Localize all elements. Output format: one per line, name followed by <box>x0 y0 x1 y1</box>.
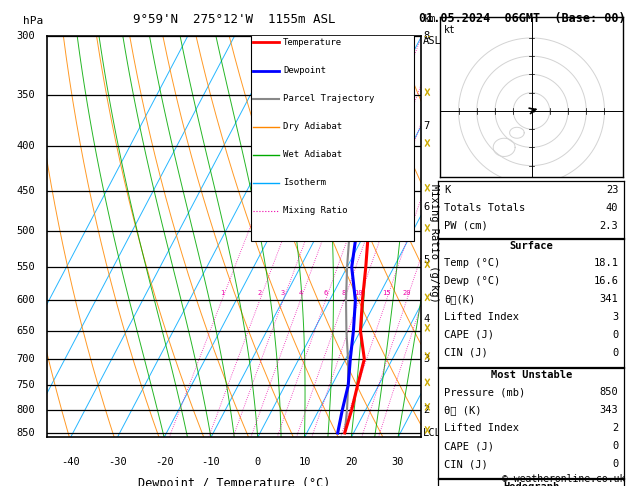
Text: 8: 8 <box>342 290 346 296</box>
Text: 6: 6 <box>323 290 328 296</box>
Text: Dewpoint: Dewpoint <box>283 66 326 75</box>
Text: Parcel Trajectory: Parcel Trajectory <box>283 94 374 103</box>
Text: 600: 600 <box>16 295 35 305</box>
Text: -30: -30 <box>108 457 126 468</box>
Text: 10: 10 <box>355 290 363 296</box>
Text: 750: 750 <box>16 381 35 390</box>
Text: Lifted Index: Lifted Index <box>444 312 519 322</box>
Text: -20: -20 <box>155 457 174 468</box>
Text: CAPE (J): CAPE (J) <box>444 441 494 451</box>
Text: Wet Adiabat: Wet Adiabat <box>283 150 342 159</box>
Text: 23: 23 <box>606 185 618 195</box>
Text: 5: 5 <box>423 255 430 265</box>
Text: 1: 1 <box>220 290 224 296</box>
Text: 500: 500 <box>16 226 35 236</box>
Text: 16.6: 16.6 <box>593 276 618 286</box>
Text: 650: 650 <box>16 326 35 336</box>
Text: θᴄ (K): θᴄ (K) <box>444 405 481 416</box>
Text: -40: -40 <box>61 457 80 468</box>
Text: 2: 2 <box>423 405 430 415</box>
Text: 0: 0 <box>612 441 618 451</box>
Text: kt: kt <box>444 25 455 35</box>
Text: Dewpoint / Temperature (°C): Dewpoint / Temperature (°C) <box>138 477 330 486</box>
Text: 18.1: 18.1 <box>593 258 618 268</box>
Text: 7: 7 <box>423 122 430 131</box>
Text: 2: 2 <box>257 290 262 296</box>
Text: 350: 350 <box>16 90 35 100</box>
Text: 0: 0 <box>612 330 618 340</box>
Text: 343: 343 <box>599 405 618 416</box>
Text: 2.3: 2.3 <box>599 221 618 231</box>
Text: θᴄ(K): θᴄ(K) <box>444 294 476 304</box>
Text: © weatheronline.co.uk: © weatheronline.co.uk <box>503 473 626 484</box>
Text: 15: 15 <box>382 290 391 296</box>
Text: 3: 3 <box>423 354 430 364</box>
Text: Dewp (°C): Dewp (°C) <box>444 276 500 286</box>
Text: 700: 700 <box>16 354 35 364</box>
Text: PW (cm): PW (cm) <box>444 221 487 231</box>
Text: 20: 20 <box>345 457 357 468</box>
Text: 6: 6 <box>423 202 430 212</box>
Text: 0: 0 <box>255 457 261 468</box>
Text: Totals Totals: Totals Totals <box>444 203 525 213</box>
Text: 0: 0 <box>612 348 618 358</box>
Text: Isotherm: Isotherm <box>283 178 326 187</box>
Text: 2: 2 <box>612 423 618 434</box>
Text: Mixing Ratio (g/kg): Mixing Ratio (g/kg) <box>429 184 439 302</box>
Text: 4: 4 <box>298 290 303 296</box>
Text: LCL: LCL <box>423 428 442 438</box>
Text: Lifted Index: Lifted Index <box>444 423 519 434</box>
Text: Mixing Ratio: Mixing Ratio <box>283 207 347 215</box>
Text: Surface: Surface <box>509 241 553 251</box>
Text: 341: 341 <box>599 294 618 304</box>
Text: 4: 4 <box>423 314 430 324</box>
Text: 450: 450 <box>16 186 35 196</box>
Text: Pressure (mb): Pressure (mb) <box>444 387 525 398</box>
Text: 550: 550 <box>16 262 35 272</box>
Text: 10: 10 <box>298 457 311 468</box>
Text: CIN (J): CIN (J) <box>444 459 487 469</box>
Text: 800: 800 <box>16 405 35 415</box>
Text: 300: 300 <box>16 32 35 41</box>
Text: 30: 30 <box>392 457 404 468</box>
Text: CIN (J): CIN (J) <box>444 348 487 358</box>
Text: CAPE (J): CAPE (J) <box>444 330 494 340</box>
Text: km: km <box>423 15 436 24</box>
Text: 40: 40 <box>606 203 618 213</box>
Text: 0: 0 <box>612 459 618 469</box>
Text: K: K <box>444 185 450 195</box>
Text: Most Unstable: Most Unstable <box>491 370 572 381</box>
Text: Temp (°C): Temp (°C) <box>444 258 500 268</box>
Text: 850: 850 <box>599 387 618 398</box>
Text: Hodograph: Hodograph <box>503 482 559 486</box>
Text: ASL: ASL <box>423 36 442 47</box>
Text: 8: 8 <box>423 32 430 41</box>
Text: 850: 850 <box>16 428 35 438</box>
Text: 3: 3 <box>612 312 618 322</box>
Text: hPa: hPa <box>23 17 43 26</box>
Text: Temperature: Temperature <box>283 38 342 47</box>
Text: 9°59'N  275°12'W  1155m ASL: 9°59'N 275°12'W 1155m ASL <box>133 14 335 26</box>
Text: Dry Adiabat: Dry Adiabat <box>283 122 342 131</box>
Text: 3: 3 <box>281 290 286 296</box>
Text: 400: 400 <box>16 141 35 151</box>
Text: 20: 20 <box>403 290 411 296</box>
Bar <box>251 35 414 241</box>
Text: -10: -10 <box>201 457 220 468</box>
Text: 01.05.2024  06GMT  (Base: 00): 01.05.2024 06GMT (Base: 00) <box>420 12 626 25</box>
